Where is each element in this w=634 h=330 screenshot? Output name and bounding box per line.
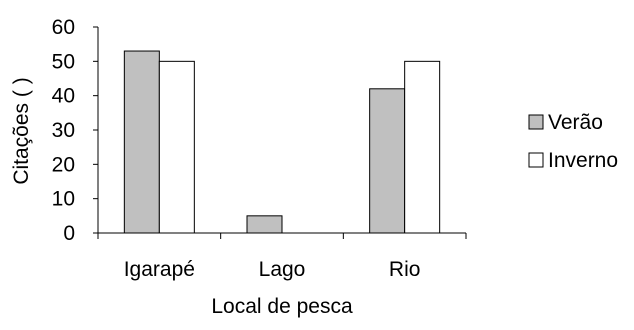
x-axis-label: Local de pesca (211, 295, 353, 318)
legend-swatch-inverno (528, 152, 544, 168)
legend-label-inverno: Inverno (548, 149, 618, 172)
y-tick-label: 20 (52, 153, 75, 176)
bar-inverno-1 (158, 60, 195, 234)
y-tick-label: 40 (52, 85, 75, 108)
y-axis-label: Citações ( ) (10, 77, 33, 184)
y-tick-label: 60 (52, 16, 75, 39)
x-tick-label: Rio (389, 258, 421, 281)
legend: Verão Inverno (528, 111, 618, 172)
y-tick-label: 30 (52, 119, 75, 142)
legend-label-verão: Verão (548, 111, 603, 134)
x-tick-label: Igarapé (124, 258, 195, 281)
y-tick-label: 10 (52, 188, 75, 211)
bar-inverno-3 (404, 60, 441, 234)
y-tick-label: 0 (63, 222, 75, 245)
bar-verão-3 (369, 88, 406, 234)
bar-verão-1 (123, 50, 160, 234)
x-tick-label: Lago (259, 258, 306, 281)
y-tick-label: 50 (52, 50, 75, 73)
bar-verão-2 (246, 215, 283, 234)
legend-swatch-verão (528, 114, 544, 130)
